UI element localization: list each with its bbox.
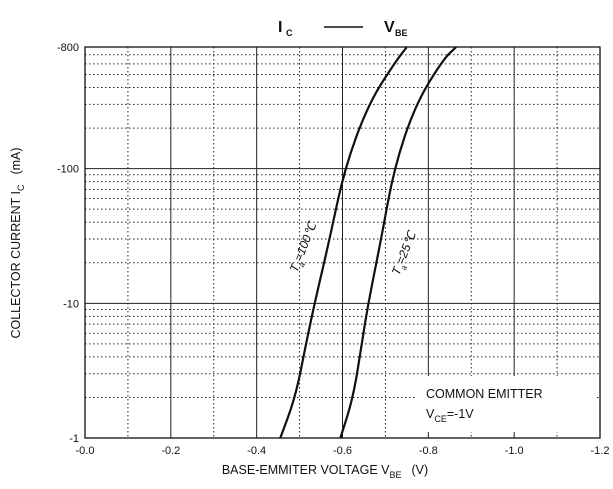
- x-tick-label: -0.4: [247, 445, 266, 457]
- annotation-box: COMMON EMITTER VCE=-1V: [415, 376, 597, 432]
- annotation-line-1: COMMON EMITTER: [426, 387, 543, 401]
- y-tick-label: -800: [57, 42, 79, 54]
- x-tick-label: -0.2: [161, 445, 180, 457]
- svg-text:Ta=100℃: Ta=100℃: [287, 219, 323, 275]
- grid: [84, 46, 601, 439]
- curve-label-100c-value: =100℃: [291, 219, 320, 263]
- title-right-sub: BE: [395, 28, 408, 38]
- x-label-sub: BE: [389, 470, 401, 480]
- tick-labels: -0.0 -0.2 -0.4 -0.6 -0.8 -1.0 -1.2 -1 -10 -100 -80…: [57, 42, 610, 457]
- x-axis-label: BASE-EMMITER VOLTAGE VBE (V): [222, 463, 428, 480]
- y-tick-label: -1: [69, 433, 79, 445]
- title-left: I: [278, 19, 282, 36]
- y-axis-label: COLLECTOR CURRENT IC (mA): [9, 147, 26, 338]
- x-label-unit: (V): [411, 463, 428, 477]
- y-label-unit: (mA): [9, 147, 23, 174]
- x-tick-label: -1.2: [591, 445, 610, 457]
- chart-title: I C V BE: [278, 19, 408, 38]
- plot-frame: [84, 46, 601, 439]
- annotation-line-2: VCE=-1V: [426, 407, 474, 424]
- x-tick-label: -0.6: [333, 445, 352, 457]
- svg-text:COLLECTOR CURRENT IC(mA): COLLECTOR CURRENT IC (mA): [9, 147, 26, 338]
- curve-label-100c: Ta=100℃: [287, 219, 323, 275]
- x-tick-label: -0.8: [419, 445, 438, 457]
- x-tick-label: -1.0: [505, 445, 524, 457]
- curve-label-25c-sub: a: [399, 263, 409, 271]
- annotation-v-sub: CE: [434, 414, 447, 424]
- y-tick-label: -100: [57, 164, 79, 176]
- y-tick-label: -10: [63, 298, 79, 310]
- annotation-v-value: =-1V: [447, 407, 474, 421]
- curve-label-25c-value: =25℃: [393, 228, 419, 266]
- title-right: V: [384, 19, 395, 36]
- curve-series-0: [279, 45, 408, 439]
- curve-series-1: [339, 45, 458, 439]
- x-tick-label: -0.0: [76, 445, 95, 457]
- x-label-text: BASE-EMMITER VOLTAGE V: [222, 463, 390, 477]
- y-label-sub: C: [16, 184, 26, 191]
- y-label-text: COLLECTOR CURRENT I: [9, 191, 23, 338]
- annotation-v: V: [426, 407, 435, 421]
- annotation-background: [415, 376, 597, 432]
- svg-text:BASE-EMMITER VOLTAGE VBE(V): BASE-EMMITER VOLTAGE VBE (V): [222, 463, 428, 480]
- title-left-sub: C: [286, 28, 293, 38]
- curve-label-25c: Ta=25℃: [389, 228, 422, 278]
- curves: [279, 45, 458, 439]
- svg-text:Ta=25℃: Ta=25℃: [389, 228, 422, 278]
- curve-label-100c-sub: a: [297, 260, 307, 268]
